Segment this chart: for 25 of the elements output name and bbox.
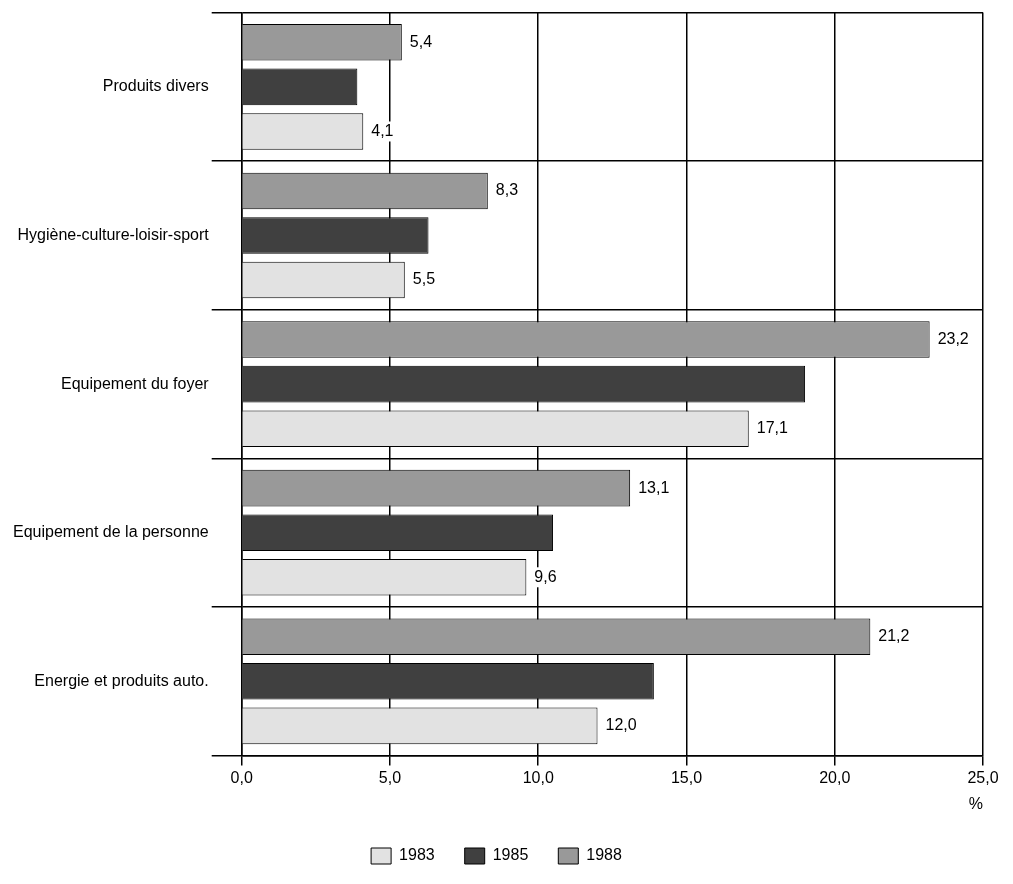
data-label: 8,3: [495, 181, 519, 199]
data-label: 17,1: [756, 419, 788, 437]
y-tick-label: Hygiène-culture-loisir-sport: [17, 225, 210, 243]
legend-label: 1983: [399, 846, 435, 864]
x-tick-label: 20,0: [819, 768, 851, 786]
data-label: 23,2: [937, 329, 969, 347]
x-tick-label: 0,0: [230, 768, 253, 786]
y-tick-label: Equipement du foyer: [61, 374, 210, 392]
x-tick-label: 5,0: [378, 768, 402, 786]
data-label: 9,6: [534, 567, 557, 585]
y-tick-label: Energie et produits auto.: [34, 671, 209, 689]
x-tick-label: 25,0: [967, 768, 999, 786]
legend-label: 1985: [492, 846, 529, 864]
x-tick-label: 10,0: [522, 768, 554, 786]
y-tick-label: Equipement de la personne: [12, 523, 209, 541]
x-axis-title: %: [968, 794, 983, 812]
legend-label: 1988: [586, 846, 622, 864]
y-tick-label: Produits divers: [102, 77, 209, 95]
data-label: 12,0: [605, 716, 637, 734]
data-label: 13,1: [638, 478, 670, 496]
data-label: 4,1: [371, 121, 394, 139]
x-tick-label: 15,0: [670, 768, 703, 786]
data-label: 5,4: [409, 32, 433, 50]
data-label: 21,2: [878, 627, 910, 645]
data-label: 5,5: [412, 270, 436, 288]
